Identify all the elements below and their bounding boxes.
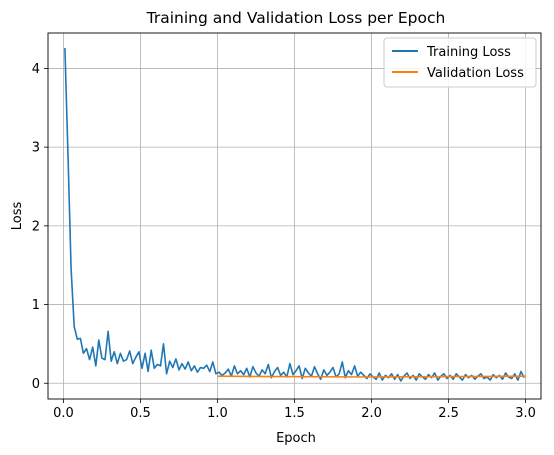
x-tick-label: 2.5 bbox=[438, 406, 459, 421]
y-tick-label: 0 bbox=[32, 377, 40, 392]
x-tick-label: 2.0 bbox=[361, 406, 382, 421]
chart-title: Training and Validation Loss per Epoch bbox=[146, 9, 446, 27]
y-axis-ticks: 0 1 2 3 4 bbox=[32, 62, 48, 392]
legend: Training Loss Validation Loss bbox=[383, 37, 537, 88]
series-group bbox=[64, 47, 526, 382]
y-tick-label: 2 bbox=[32, 219, 40, 234]
x-tick-label: 0.0 bbox=[53, 406, 74, 421]
x-tick-label: 1.5 bbox=[284, 406, 305, 421]
x-tick-label: 1.0 bbox=[207, 406, 228, 421]
x-axis-title: Epoch bbox=[276, 431, 316, 446]
y-tick-label: 4 bbox=[32, 62, 40, 77]
y-tick-label: 3 bbox=[32, 141, 40, 156]
legend-label-validation-loss: Validation Loss bbox=[427, 66, 524, 81]
y-axis-title: Loss bbox=[10, 202, 25, 231]
y-tick-label: 1 bbox=[32, 298, 40, 313]
legend-box bbox=[383, 37, 537, 88]
x-tick-label: 3.0 bbox=[515, 406, 536, 421]
validation-loss-line bbox=[217, 375, 526, 378]
x-tick-label: 0.5 bbox=[130, 406, 151, 421]
legend-label-training-loss: Training Loss bbox=[426, 45, 511, 60]
grid-lines bbox=[48, 33, 541, 399]
training-loss-line bbox=[64, 47, 525, 382]
x-axis-ticks: 0.0 0.5 1.0 1.5 2.0 2.5 3.0 bbox=[53, 399, 536, 421]
